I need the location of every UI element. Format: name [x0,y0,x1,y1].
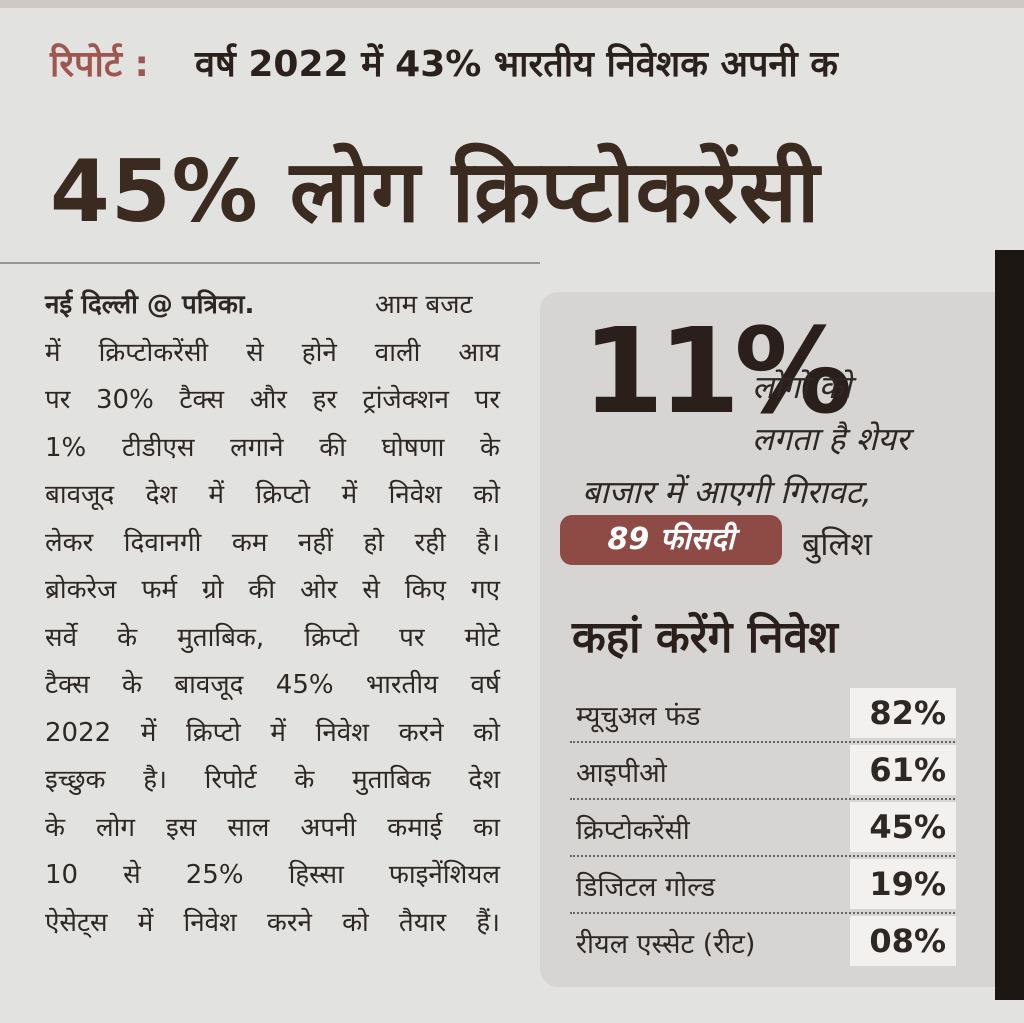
row-label: डिजिटल गोल्ड [576,872,716,903]
row-value: 08% [869,922,946,960]
body-line: सर्वे के मुताबिक, क्रिप्टो पर मोटे [45,622,500,653]
body-line: टैक्स के बावजूद 45% भारतीय वर्ष [45,670,500,700]
row-value: 19% [869,865,946,903]
stat: 11% [582,302,852,440]
value-cell [850,802,956,852]
top-edge [0,0,1024,8]
badge-text: बुलिश [802,525,873,563]
photo-edge [995,250,1024,1000]
row-rule [570,741,955,743]
body-line: ऐसेट्स में निवेश करने को तैयार हैं। [45,907,500,938]
badge: 89 फीसदी [560,515,782,565]
value-cell [850,916,956,966]
row-value: 82% [869,694,946,732]
body-line: पर 30% टैक्स और हर ट्रांजेक्शन पर [45,385,500,415]
body-line: 1% टीडीएस लगाने की घोषणा के [45,432,500,463]
kicker-text: वर्ष 2022 में 43% भारतीय निवेशक अपनी क [195,44,838,85]
value-cell [850,859,956,909]
body-line: आम बजट [375,290,473,320]
row-rule [570,912,955,914]
stat-line: लगता है शेयर [752,420,909,458]
stat-line: लोगों को [752,368,852,406]
value-cell [850,688,956,738]
table-title: कहां करेंगे निवेश [572,612,838,663]
body-line: में क्रिप्टोकरेंसी से होने वाली आय [45,337,500,368]
stat-line: बाजार में आएगी गिरावट, [582,473,872,511]
body-line: के लोग इस साल अपनी कमाई का [45,812,500,843]
body-line: 10 से 25% हिस्सा फाइनेंशियल [45,860,500,890]
row-value: 45% [869,808,946,846]
row-label: रीयल एस्सेट (रीट) [576,929,756,960]
body-line: बावजूद देश में क्रिप्टो में निवेश को [45,480,500,510]
body-line: ब्रोकरेज फर्म ग्रो की ओर से किए गए [45,575,500,605]
body-line: 2022 में क्रिप्टो में निवेश करने को [45,717,500,748]
body-line: इच्छुक है। रिपोर्ट के मुताबिक देश [45,765,500,795]
row-label: म्यूचुअल फंड [576,701,701,732]
row-rule [570,798,955,800]
dateline: नई दिल्ली @ पत्रिका. [45,290,255,320]
row-rule [570,855,955,857]
body-line: लेकर दिवानगी कम नहीं हो रही है। [45,527,500,558]
value-cell [850,745,956,795]
kicker-label: रिपोर्ट : [50,44,149,85]
row-label: क्रिप्टोकरेंसी [576,815,690,846]
row-label: आइपीओ [576,758,667,789]
headline: 45% लोग क्रिप्टोकरेंसी [50,142,821,242]
row-value: 61% [869,751,946,789]
divider [0,262,540,264]
